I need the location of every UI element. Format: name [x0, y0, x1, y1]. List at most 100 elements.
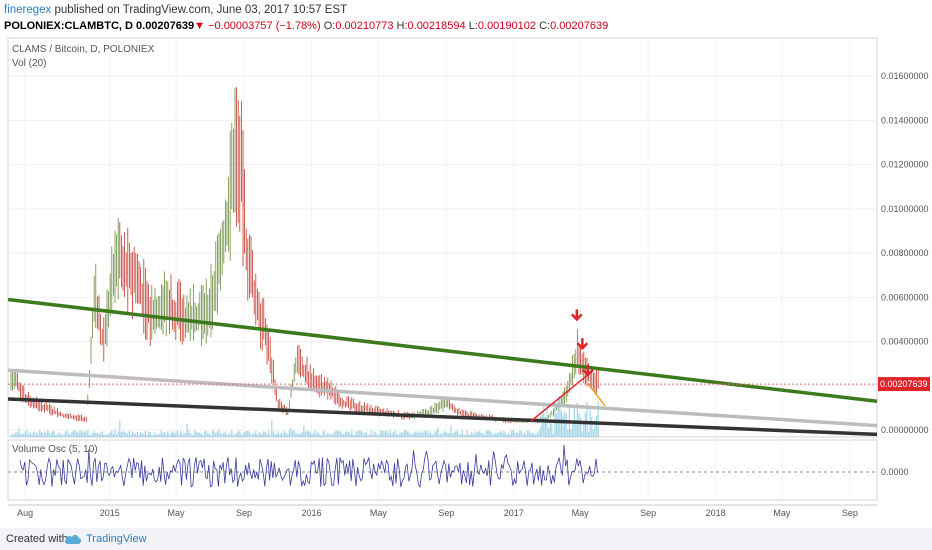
volume-bar	[359, 430, 361, 437]
y-tick-label: 0.01400000	[881, 115, 929, 125]
x-tick-label: Sep	[236, 508, 252, 518]
volume-bar	[522, 434, 524, 437]
volume-bar	[442, 432, 444, 437]
close-value: 0.00207639	[550, 20, 609, 32]
volume-bar	[231, 430, 233, 437]
volume-bar	[426, 431, 428, 437]
oscillator-title: Volume Osc (5, 10)	[12, 444, 98, 455]
trendline	[7, 397, 878, 437]
volume-bar	[338, 431, 340, 437]
volume-bar	[488, 430, 490, 437]
volume-bar	[400, 432, 402, 437]
price-chart[interactable]: 0.01600000 0.01400000 0.01200000 0.01000000…	[0, 0, 932, 528]
volume-bar	[498, 431, 500, 437]
volume-bar	[432, 434, 434, 437]
volume-bar	[463, 434, 465, 437]
volume-bar	[191, 434, 193, 437]
volume-bar	[386, 430, 388, 437]
volume-bar	[143, 434, 145, 437]
volume-bar	[21, 433, 23, 437]
volume-bar	[13, 433, 15, 437]
volume-bar	[159, 433, 161, 437]
volume-bar	[496, 433, 498, 437]
open-value: 0.00210773	[335, 20, 394, 32]
volume-bar	[64, 431, 66, 437]
volume-bar	[101, 431, 103, 437]
volume-bar	[495, 432, 497, 437]
volume-bar	[428, 433, 430, 437]
last-price: 0.00207639	[136, 20, 195, 32]
volume-bar	[108, 433, 110, 437]
volume-bar	[189, 433, 191, 437]
volume-bar	[130, 434, 132, 437]
volume-bar	[530, 433, 532, 437]
volume-bar	[242, 433, 244, 437]
volume-bar	[74, 430, 76, 437]
volume-bar	[157, 434, 159, 437]
volume-bar	[80, 430, 82, 437]
volume-bar	[183, 433, 185, 437]
volume-bar	[596, 415, 598, 437]
volume-bar	[367, 434, 369, 437]
volume-bar	[421, 432, 423, 437]
volume-bar	[196, 432, 198, 437]
volume-bar	[288, 430, 290, 437]
volume-bar	[397, 434, 399, 437]
volume-bar	[333, 432, 335, 437]
volume-bar	[135, 433, 137, 437]
volume-bar	[578, 413, 580, 437]
volume-bar	[60, 433, 62, 437]
x-tick-label: Sep	[640, 508, 656, 518]
volume-bar	[269, 434, 271, 437]
open-label: O:	[323, 20, 336, 32]
volume-bar	[223, 433, 225, 437]
volume-bar	[167, 431, 169, 437]
volume-bar	[55, 434, 57, 437]
volume-bar	[450, 425, 452, 437]
volume-bar	[576, 402, 578, 437]
volume-bar	[431, 434, 433, 437]
volume-bar	[204, 431, 206, 437]
volume-bar	[293, 430, 295, 437]
volume-bar	[500, 430, 502, 437]
volume-bar	[279, 434, 281, 437]
volume-bar	[460, 434, 462, 437]
x-tick-label: 2018	[706, 508, 726, 518]
volume-bar	[213, 431, 215, 437]
volume-bar	[378, 434, 380, 437]
volume-bar	[84, 431, 86, 437]
volume-bar	[245, 431, 247, 437]
volume-bar	[234, 434, 236, 437]
volume-bar	[344, 431, 346, 437]
volume-bar	[34, 432, 36, 437]
volume-bar	[388, 433, 390, 437]
volume-bar	[399, 433, 401, 437]
close-label: C:	[539, 20, 551, 32]
volume-bar	[394, 430, 396, 437]
volume-bar	[493, 433, 495, 437]
volume-bar	[144, 430, 146, 437]
volume-bar	[12, 434, 14, 437]
volume-bar	[416, 432, 418, 437]
volume-bar	[328, 433, 330, 437]
tradingview-brand[interactable]: TradingView	[86, 533, 147, 545]
volume-bar	[266, 434, 268, 437]
volume-bar	[376, 434, 378, 437]
author-link[interactable]: fineregex	[4, 4, 52, 16]
volume-bar	[95, 433, 97, 437]
volume-bar	[564, 411, 566, 437]
down-arrow-marker	[570, 309, 583, 322]
volume-bar	[156, 434, 158, 437]
volume-bar	[272, 431, 274, 437]
down-triangle-icon: ▼	[194, 20, 206, 32]
volume-bar	[228, 434, 230, 437]
volume-bar	[202, 434, 204, 437]
volume-bar	[175, 432, 177, 437]
volume-bar	[548, 427, 550, 437]
volume-bar	[58, 432, 60, 437]
volume-bar	[448, 433, 450, 437]
volume-bar	[484, 434, 486, 437]
volume-bar	[501, 432, 503, 437]
volume-bar	[77, 432, 79, 437]
volume-bar	[31, 434, 33, 437]
